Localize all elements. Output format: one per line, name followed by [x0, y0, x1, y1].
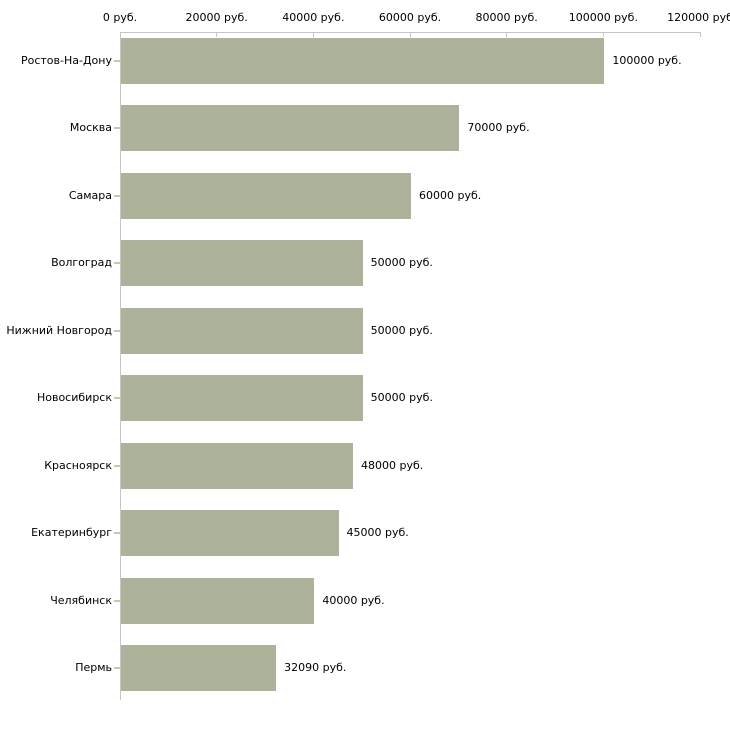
- category-label: Новосибирск: [36, 391, 112, 405]
- bar: [121, 172, 411, 219]
- bar: [121, 442, 353, 489]
- x-tick-label: 60000 руб.: [378, 11, 442, 24]
- category-label: Волгоград: [51, 256, 112, 270]
- y-tick-mark: [114, 262, 120, 265]
- category-label: Пермь: [75, 661, 112, 675]
- x-tick-mark: [506, 33, 508, 37]
- value-label: 60000 руб.: [419, 188, 482, 202]
- y-tick-mark: [114, 599, 120, 602]
- bar: [121, 240, 363, 287]
- y-axis-line: [120, 32, 121, 700]
- y-tick-mark: [114, 667, 120, 670]
- value-label: 45000 руб.: [346, 526, 409, 540]
- x-tick-label: 20000 руб.: [185, 11, 248, 24]
- category-label: Красноярск: [44, 458, 112, 472]
- value-label: 32090 руб.: [284, 661, 347, 675]
- bar: [121, 37, 605, 84]
- category-label: Екатеринбург: [31, 526, 112, 540]
- bar: [121, 510, 339, 557]
- bar: [121, 307, 363, 354]
- value-label: 50000 руб.: [370, 323, 433, 337]
- x-axis-line: [120, 32, 701, 33]
- y-tick-mark: [114, 127, 120, 130]
- y-tick-mark: [114, 329, 120, 332]
- x-tick-mark: [216, 33, 218, 37]
- category-label: Нижний Новгород: [6, 323, 112, 337]
- value-label: 50000 руб.: [370, 256, 433, 270]
- bar: [121, 105, 460, 152]
- x-tick-label: 80000 руб.: [475, 11, 538, 24]
- category-label: Челябинск: [50, 593, 112, 607]
- x-tick-label: 0 руб.: [102, 11, 138, 24]
- category-label: Самара: [68, 188, 112, 202]
- bar: [121, 375, 363, 422]
- bar: [121, 645, 277, 692]
- y-tick-mark: [114, 464, 120, 467]
- y-tick-mark: [114, 59, 120, 62]
- x-tick-mark: [602, 33, 604, 37]
- x-tick-mark: [409, 33, 411, 37]
- category-label: Ростов-На-Дону: [20, 53, 112, 67]
- bar: [121, 577, 315, 624]
- x-tick-label: 120000 руб: [667, 11, 730, 24]
- x-tick-label: 100000 руб.: [568, 11, 638, 24]
- y-tick-mark: [114, 532, 120, 535]
- x-tick-mark: [312, 33, 314, 37]
- x-tick-label: 40000 руб.: [282, 11, 345, 24]
- value-label: 100000 руб.: [612, 53, 682, 67]
- value-label: 70000 руб.: [467, 121, 530, 135]
- y-tick-mark: [114, 397, 120, 400]
- x-tick-mark: [119, 33, 121, 37]
- value-label: 48000 руб.: [361, 458, 424, 472]
- value-label: 50000 руб.: [370, 391, 433, 405]
- category-label: Москва: [69, 121, 112, 135]
- x-tick-mark: [699, 33, 701, 37]
- y-tick-mark: [114, 194, 120, 197]
- value-label: 40000 руб.: [322, 593, 385, 607]
